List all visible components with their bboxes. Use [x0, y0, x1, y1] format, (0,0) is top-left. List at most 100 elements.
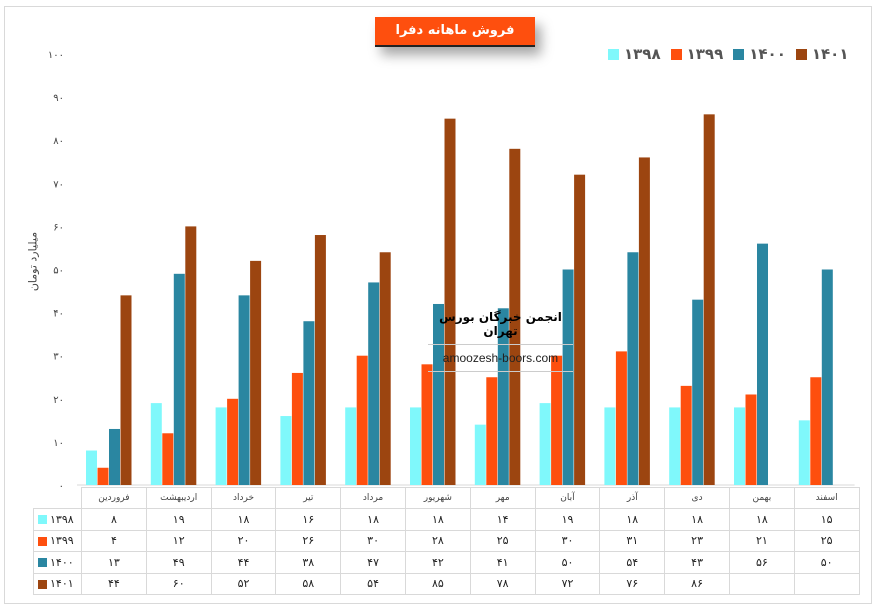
data-label: ۳۰	[340, 529, 406, 552]
bar-۱۳۹۸-3	[280, 416, 292, 485]
bar-۱۳۹۹-1	[162, 433, 174, 485]
data-label	[728, 572, 795, 595]
data-label: ۷۲	[534, 572, 601, 595]
y-tick-label: ۳۰	[53, 352, 64, 363]
row-label: ۱۳۹۹	[50, 534, 74, 548]
row-legend: ۱۴۰۱	[33, 572, 82, 595]
data-label: ۴۱	[469, 551, 536, 574]
data-label: ۴۴	[210, 551, 277, 574]
data-table: فروردین اردیبهشت خرداد تیر مرداد شهریور مهر آبا…	[33, 487, 860, 595]
watermark-site: amoozesh-boors.com	[428, 345, 573, 372]
data-label: ۵۲	[210, 572, 277, 595]
row-label: ۱۴۰۰	[50, 555, 74, 569]
legend-swatch	[38, 558, 47, 568]
data-label: ۵۸	[275, 572, 342, 595]
data-label	[793, 572, 860, 595]
y-axis-label: میلیارد تومان	[26, 231, 40, 292]
data-label: ۵۴	[340, 572, 406, 595]
bar-۱۳۹۸-2	[215, 407, 227, 485]
legend-label: ۱۳۹۹	[686, 45, 724, 63]
legend-swatch	[608, 48, 619, 60]
chart-frame	[4, 6, 872, 604]
bar-۱۴۰۱-5	[444, 118, 456, 486]
data-label: ۱۹	[145, 508, 212, 531]
legend-swatch	[795, 48, 807, 60]
row-label: ۱۴۰۱	[50, 577, 74, 591]
data-label: ۳۱	[599, 529, 666, 552]
data-label: ۲۶	[275, 529, 342, 552]
row-label: ۱۳۹۸	[50, 512, 74, 526]
data-label: ۴۹	[145, 551, 212, 574]
data-label: ۳۸	[275, 551, 342, 574]
bar-۱۴۰۰-11	[821, 269, 833, 485]
bar-۱۳۹۹-11	[810, 377, 822, 485]
data-label: ۶۰	[145, 572, 212, 595]
bar-۱۳۹۸-8	[604, 407, 616, 485]
data-label: ۴۳	[664, 551, 730, 574]
row-legend: ۱۴۰۰	[33, 551, 82, 574]
y-tick-label: ۶۰	[53, 222, 64, 233]
data-label: ۵۴	[599, 551, 666, 574]
bar-۱۴۰۰-1	[173, 273, 185, 485]
data-label: ۷۶	[599, 572, 666, 595]
data-label: ۱۲	[145, 529, 212, 552]
bar-۱۳۹۹-0	[97, 467, 109, 485]
bar-۱۴۰۰-8	[627, 252, 639, 485]
bar-۱۳۹۸-7	[539, 403, 551, 485]
data-label: ۱۸	[664, 508, 730, 531]
bar-۱۳۹۹-3	[291, 372, 303, 485]
bar-۱۴۰۱-1	[185, 226, 197, 485]
data-label: ۴۲	[404, 551, 471, 574]
bar-۱۳۹۸-6	[474, 424, 486, 485]
table-corner	[33, 487, 82, 509]
bar-۱۳۹۸-5	[410, 407, 421, 485]
table-row: ۱۴۰۱ ۴۴ ۶۰ ۵۲ ۵۸ ۵۴ ۸۵ ۷۸ ۷۲ ۷۶ ۸۶	[33, 572, 860, 595]
data-label: ۸۶	[664, 572, 730, 595]
data-label: ۲۵	[469, 529, 536, 552]
bar-۱۴۰۱-6	[509, 148, 521, 485]
data-label: ۸	[81, 508, 147, 531]
bar-۱۴۰۰-10	[757, 243, 768, 485]
y-tick-label: ۷۰	[53, 179, 64, 190]
bar-۱۳۹۹-8	[615, 351, 627, 485]
data-label: ۲۱	[728, 529, 795, 552]
x-tick-label: اردیبهشت	[145, 487, 212, 509]
bar-۱۳۹۸-1	[150, 403, 162, 485]
data-label: ۲۵	[793, 529, 860, 552]
bar-۱۴۰۱-8	[638, 157, 650, 485]
bar-۱۳۹۸-9	[669, 407, 681, 485]
bar-۱۳۹۹-10	[745, 394, 757, 485]
row-legend: ۱۳۹۹	[33, 529, 82, 552]
bar-۱۳۹۸-0	[86, 450, 97, 485]
data-label: ۸۵	[404, 572, 471, 595]
y-tick-label: ۰	[59, 481, 64, 492]
bar-۱۳۹۹-7	[551, 355, 563, 485]
legend-swatch	[38, 536, 47, 546]
y-tick-label: ۱۰۰	[48, 50, 64, 61]
y-tick-label: ۸۰	[53, 136, 64, 147]
bar-۱۴۰۰-2	[238, 295, 250, 485]
legend-swatch	[733, 48, 745, 60]
legend-swatch	[38, 579, 47, 589]
x-tick-label: دی	[664, 487, 730, 509]
bar-۱۴۰۰-9	[692, 299, 704, 485]
data-label: ۲۰	[210, 529, 277, 552]
legend-item: ۱۴۰۰	[733, 45, 786, 63]
table-row: ۱۳۹۸ ۸ ۱۹ ۱۸ ۱۶ ۱۸ ۱۸ ۱۴ ۱۹ ۱۸ ۱۸ ۱۸ ۱۵	[33, 508, 860, 531]
table-row: ۱۳۹۹ ۴ ۱۲ ۲۰ ۲۶ ۳۰ ۲۸ ۲۵ ۳۰ ۳۱ ۲۳ ۲۱ ۲۵	[33, 529, 860, 552]
watermark-name: انجمن خبرگان بورس تهران	[428, 310, 573, 345]
bar-۱۳۹۹-6	[486, 377, 498, 485]
x-tick-label: بهمن	[728, 487, 795, 509]
data-label: ۴۷	[340, 551, 406, 574]
data-label: ۱۶	[275, 508, 342, 531]
data-label: ۲۳	[664, 529, 730, 552]
bar-۱۴۰۱-4	[379, 252, 391, 485]
table-row: ۱۴۰۰ ۱۳ ۴۹ ۴۴ ۳۸ ۴۷ ۴۲ ۴۱ ۵۰ ۵۴ ۴۳ ۵۶ ۵۰	[33, 551, 860, 574]
bar-۱۳۹۹-4	[356, 355, 368, 485]
x-tick-label: آبان	[534, 487, 601, 509]
data-label: ۷۸	[469, 572, 536, 595]
bar-۱۴۰۰-6	[497, 308, 509, 485]
data-label: ۴۴	[81, 572, 147, 595]
y-tick-label: ۱۰	[53, 438, 64, 449]
